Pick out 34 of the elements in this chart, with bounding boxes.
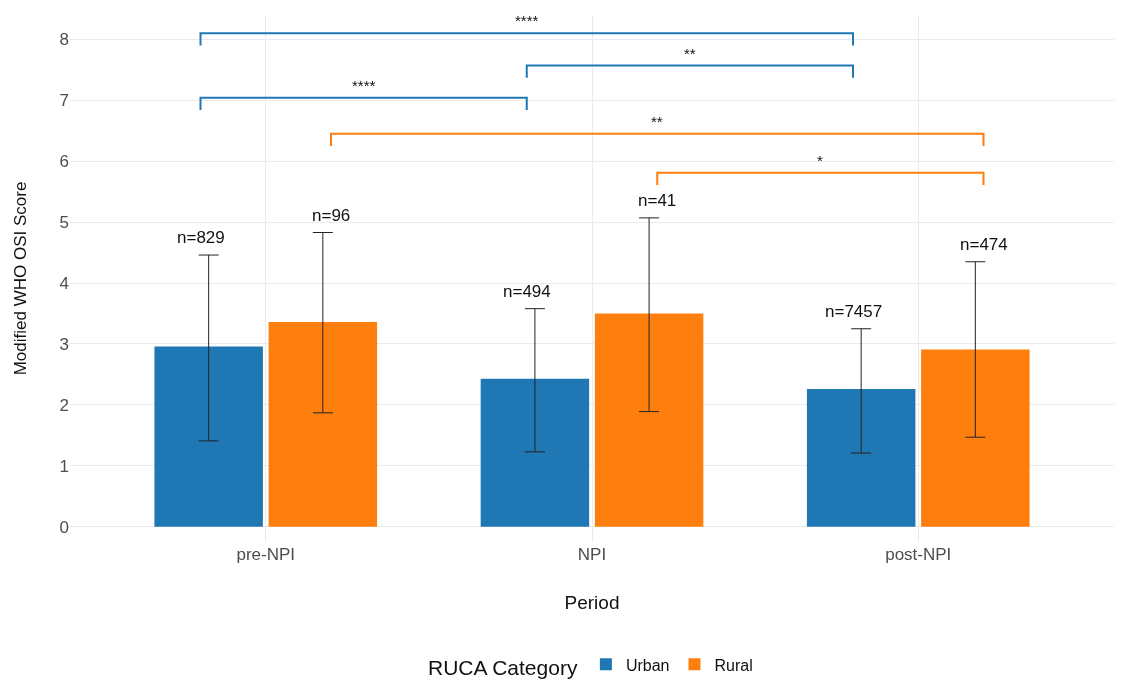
legend-title: RUCA Category [428,655,578,679]
legend-label: Rural [714,656,753,674]
y-axis-title: Modified WHO OSI Score [11,181,30,376]
annotation: n=7457 [825,302,883,321]
annotation: n=829 [177,228,225,247]
annotation: n=96 [312,206,351,225]
y-tick-label: 7 [59,91,69,111]
annotation: n=494 [503,282,551,301]
bar [921,349,1030,527]
annotation: **** [352,77,376,94]
bar [154,346,263,527]
y-tick-label: 3 [59,334,69,354]
y-tick-label: 8 [59,30,69,50]
annotation: n=474 [960,235,1008,254]
y-tick-label: 0 [59,517,69,537]
legend-label: Urban [625,656,670,674]
x-tick-label: pre-NPI [236,545,296,564]
x-axis-title: Period [564,592,620,613]
y-tick-label: 6 [59,152,69,172]
y-tick-label: 1 [59,456,69,476]
y-tick-label: 2 [59,395,69,415]
y-tick-label: 5 [59,213,69,233]
x-tick-label: NPI [577,545,607,564]
x-tick-label: post-NPI [885,545,952,564]
bar [594,313,704,527]
annotation: **** [515,12,539,29]
annotation: ** [684,45,696,62]
annotation: n=41 [638,191,677,210]
y-tick-label: 4 [59,274,69,294]
annotation: * [817,152,823,169]
bar [268,322,378,527]
annotation: ** [651,113,663,130]
bar [480,378,590,527]
bar [806,389,916,527]
